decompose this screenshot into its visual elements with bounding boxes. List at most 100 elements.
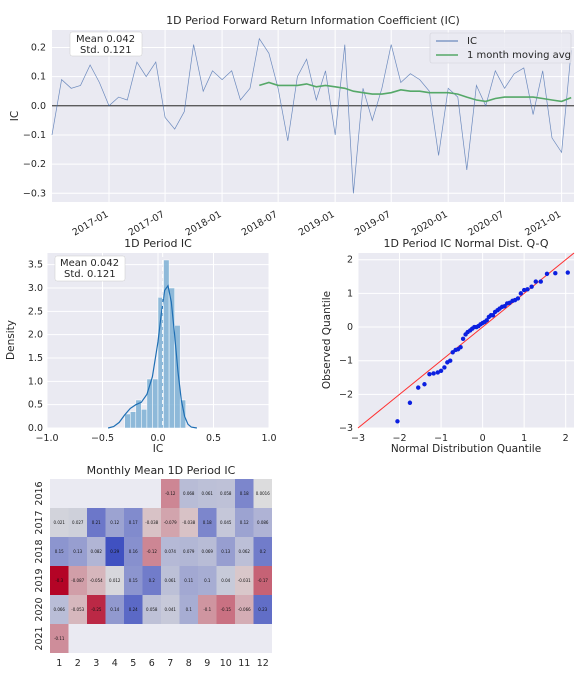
heatmap-cell-label-1-0: 0.021 [54, 520, 66, 525]
heatmap-cell-label-3-7: 0.11 [184, 578, 193, 583]
hist-bar-9 [174, 325, 181, 429]
heatmap-col-label-11: 12 [257, 658, 269, 669]
heatmap-row-label-2: 2018 [34, 539, 45, 563]
heatmap-cell-4-4 [124, 595, 143, 624]
heatmap-cell-2-2 [87, 537, 106, 566]
heatmap-col-label-6: 7 [167, 658, 173, 669]
qq-y-tick-0: −3 [339, 423, 353, 434]
heatmap-cell-label-3-6: 0.061 [165, 578, 177, 583]
heatmap-cell-1-8 [198, 508, 217, 537]
heatmap-cell-1-1 [68, 508, 87, 537]
ic-x-tick-3: 2018-07 [240, 209, 280, 238]
qq-x-tick-3: 0 [480, 433, 486, 444]
hist-stats-std: Std. 0.121 [64, 269, 116, 280]
heatmap-cell-label-3-5: 0.2 [149, 578, 156, 583]
hist-kde-curve [107, 284, 197, 429]
heatmap-cell-2-3 [105, 537, 124, 566]
qq-point-6 [435, 370, 440, 375]
heatmap-cell-label-0-10: 0.18 [240, 491, 249, 496]
heatmap-cell-3-5 [142, 566, 161, 595]
heatmap-cell-label-4-2: -0.25 [91, 607, 102, 612]
heatmap-cell-label-3-4: 0.15 [129, 578, 138, 583]
qq-y-tick-5: 2 [347, 255, 353, 266]
heatmap-cell-2-10 [235, 537, 254, 566]
heatmap-cell-label-4-3: 0.14 [110, 607, 119, 612]
qq-point-41 [521, 287, 527, 293]
heatmap-cell-label-1-11: 0.086 [257, 520, 269, 525]
hist-bar-3 [141, 409, 148, 429]
heatmap-cell-label-4-1: -0.053 [71, 607, 84, 612]
heatmap-cell-label-1-8: 0.18 [203, 520, 212, 525]
legend-label-moving-avg: 1 month moving avg [467, 50, 571, 61]
heatmap-cell-2-9 [216, 537, 235, 566]
heatmap-cell-1-0 [50, 508, 69, 537]
heatmap-col-label-2: 3 [93, 658, 99, 669]
heatmap-cell-label-1-9: 0.045 [220, 520, 232, 525]
heatmap-cell-label-4-11: 0.23 [258, 607, 267, 612]
hist-x-ticks: −1.0 −0.5 0.0 0.5 1.0 [35, 433, 276, 444]
heatmap-cell-2-1 [68, 537, 87, 566]
heatmap-col-label-5: 6 [149, 658, 155, 669]
qq-x-tick-2: −1 [434, 433, 448, 444]
heatmap-col-label-4: 5 [130, 658, 136, 669]
ic-x-tick-4: 2019-01 [297, 209, 337, 238]
heatmap-cell-4-6 [161, 595, 180, 624]
ic-chart-title: 1D Period Forward Return Information Coe… [166, 14, 460, 27]
qq-point-45 [538, 279, 543, 284]
heatmap-cell-4-10 [235, 595, 254, 624]
heatmap-cell-label-1-6: -0.079 [164, 520, 177, 525]
heatmap-cell-3-10 [235, 566, 254, 595]
ic-grid [52, 30, 574, 202]
qq-points [395, 270, 570, 424]
hist-x-tick-3: 0.5 [206, 433, 221, 444]
heatmap-cell-4-3 [105, 595, 124, 624]
heatmap-cell-2-4 [124, 537, 143, 566]
heatmap-col-label-9: 10 [220, 658, 232, 669]
heatmap-cell-3-8 [198, 566, 217, 595]
heatmap-column-labels: 1 2 3 4 5 6 7 8 9 10 11 12 [56, 658, 269, 669]
hist-y-tick-0: 0.0 [28, 423, 43, 434]
heatmap-cell-0-10 [235, 479, 254, 508]
ic-qq-chart: −3 −2 −1 0 1 2 −3 −2 −1 0 1 2 1D Period IC Normal … [321, 237, 575, 455]
heatmap-cell-label-4-0: 0.066 [54, 607, 66, 612]
qq-point-10 [448, 358, 453, 363]
qq-point-48 [565, 270, 570, 275]
ic-stats-std: Std. 0.121 [80, 45, 132, 56]
heatmap-cell-1-5 [142, 508, 161, 537]
qq-y-tick-1: −2 [339, 389, 353, 400]
heatmap-cell-3-6 [161, 566, 180, 595]
heatmap-cell-1-6 [161, 508, 180, 537]
heatmap-cell-label-3-2: -0.054 [90, 578, 103, 583]
heatmap-cell-5-0 [50, 624, 69, 653]
qq-x-tick-5: 2 [563, 433, 569, 444]
heatmap-cell-label-0-7: 0.068 [183, 491, 195, 496]
qq-reference-line [357, 252, 575, 429]
hist-x-axis-label: IC [153, 443, 163, 455]
heatmap-cell-label-2-5: -0.12 [147, 549, 158, 554]
heatmap-col-label-1: 2 [75, 658, 81, 669]
heatmap-cell-2-11 [253, 537, 272, 566]
qq-x-axis-label: Normal Distribution Quantile [391, 443, 541, 455]
heatmap-cell-3-3 [105, 566, 124, 595]
heatmap-cell-label-4-10: -0.066 [238, 607, 251, 612]
heatmap-cell-label-4-5: 0.058 [146, 607, 158, 612]
heatmap-cell-label-1-3: 0.12 [110, 520, 119, 525]
hist-x-tick-4: 1.0 [261, 433, 276, 444]
hist-y-tick-1: 0.5 [28, 400, 43, 411]
heatmap-col-label-10: 11 [238, 658, 250, 669]
qq-point-3 [422, 382, 427, 387]
heatmap-cell-label-2-10: 0.062 [239, 549, 251, 554]
heatmap-cells: -0.12 0.068 0.061 0.058 0.18 0.0016 0.021 0.027… [50, 479, 272, 653]
heatmap-cell-4-11 [253, 595, 272, 624]
ic-y-tick-2: −0.1 [23, 130, 46, 141]
hist-y-tick-7: 3.5 [28, 260, 43, 271]
ic-x-tick-7: 2020-07 [466, 209, 506, 238]
qq-point-0 [395, 419, 400, 424]
heatmap-cell-3-4 [124, 566, 143, 595]
heatmap-cell-label-3-11: -0.17 [258, 578, 269, 583]
heatmap-cell-2-5 [142, 537, 161, 566]
hist-y-tick-6: 3.0 [28, 283, 43, 294]
heatmap-cell-4-9 [216, 595, 235, 624]
heatmap-col-label-3: 4 [112, 658, 118, 669]
heatmap-cell-3-1 [68, 566, 87, 595]
